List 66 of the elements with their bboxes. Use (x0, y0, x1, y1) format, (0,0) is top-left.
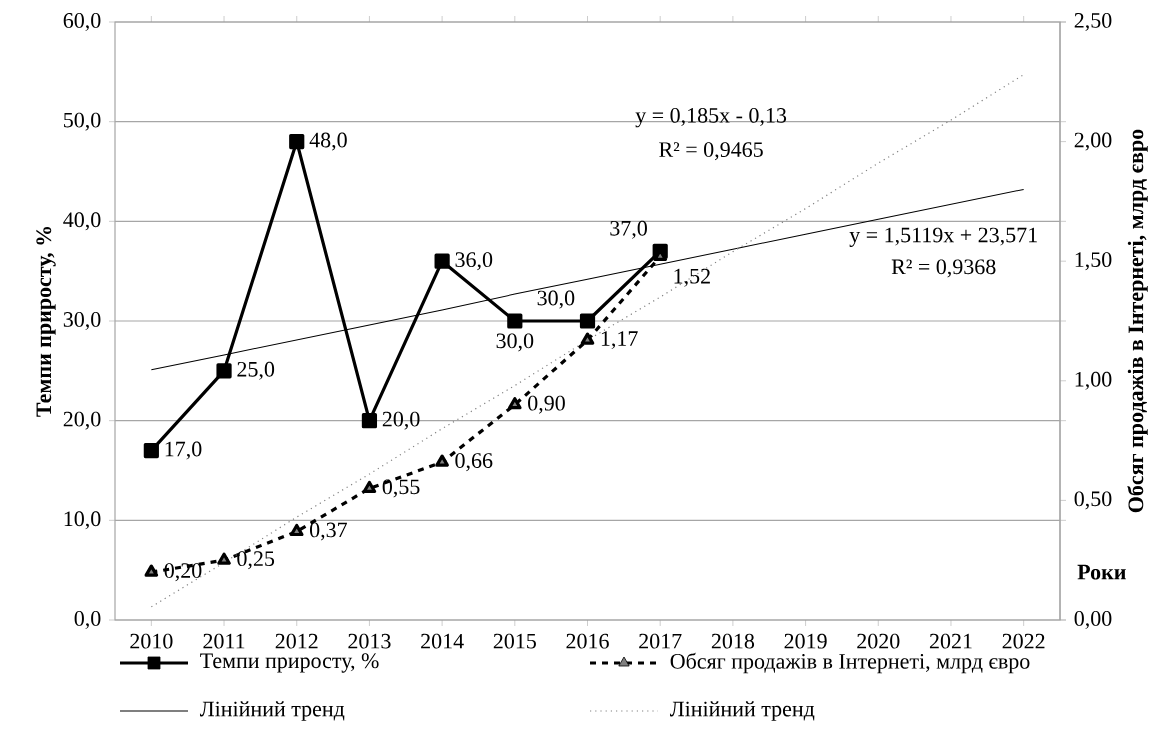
point (508, 397, 522, 410)
x-tick-label: 2016 (566, 633, 609, 649)
data-label: 30,0 (496, 333, 534, 352)
point (580, 332, 595, 345)
data-label: 0,66 (455, 453, 493, 472)
x-tick-label: 2018 (711, 633, 755, 649)
y2-tick-label: 0,00 (1074, 611, 1112, 630)
y2-axis-title: Обсяг продажів в Інтернеті, млрд євро (1127, 129, 1148, 513)
y-tick-label: 60,0 (63, 13, 101, 32)
data-label: 48,0 (309, 132, 347, 151)
data-label: 1,17 (601, 331, 638, 350)
y2-tick-label: 1,50 (1075, 252, 1112, 271)
x-tick-label: 2012 (275, 633, 318, 649)
y2-tick-label: 0,50 (1074, 491, 1112, 510)
data-label: 37,0 (610, 220, 647, 239)
y-tick-label: 30,0 (63, 312, 101, 331)
x-tick-label: 2022 (1002, 633, 1045, 649)
x-tick-label: 2017 (639, 633, 682, 649)
point (434, 253, 450, 269)
point (435, 454, 449, 467)
point (217, 552, 231, 565)
data-label: 36,0 (455, 252, 493, 271)
x-tick-label: 2010 (130, 633, 173, 649)
x-axis-title: Роки (1077, 564, 1126, 580)
point (289, 134, 305, 150)
data-label: 1,52 (674, 268, 710, 287)
data-label: 25,0 (237, 361, 275, 380)
y-tick-label: 0,0 (74, 611, 101, 630)
x-tick-label: 2019 (784, 633, 827, 649)
x-tick-label: 2021 (929, 633, 972, 649)
annotation: y = 1,5119x + 23,571 (849, 227, 1037, 247)
y2-tick-label: 2,00 (1074, 132, 1112, 151)
y-axis-title: Темпи приросту, % (36, 226, 56, 417)
point (361, 413, 378, 429)
y-tick-label: 50,0 (64, 112, 101, 131)
point (579, 313, 596, 329)
data-label: 0,25 (237, 551, 275, 570)
legend-label: Темпи приросту, % (200, 653, 379, 673)
data-label: 30,0 (537, 290, 575, 309)
y-tick-label: 20,0 (63, 411, 101, 430)
point (216, 363, 232, 379)
y2-tick-label: 1,00 (1075, 371, 1112, 390)
x-tick-label: 2011 (203, 633, 245, 649)
data-label: 20,0 (382, 411, 420, 430)
annotation: y = 0,185x - 0,13 (635, 108, 787, 128)
data-label: 0,37 (309, 522, 347, 541)
data-label: 17,0 (165, 441, 202, 460)
point (289, 523, 304, 537)
x-tick-label: 2013 (348, 633, 391, 649)
y-tick-label: 10,0 (64, 511, 101, 530)
data-label: 0,90 (528, 395, 565, 414)
point (507, 313, 523, 329)
legend-label: Лінійний тренд (199, 701, 345, 721)
legend-label: Лінійний тренд (669, 701, 815, 721)
legend-label: Обсяг продажів в Інтернеті, млрд євро (670, 652, 1030, 674)
point (144, 564, 159, 577)
annotation: R² = 0,9465 (659, 142, 763, 161)
x-tick-label: 2020 (857, 633, 900, 649)
point (143, 442, 159, 459)
y2-tick-label: 2,50 (1074, 13, 1112, 32)
point (362, 480, 377, 494)
x-tick-label: 2015 (493, 633, 536, 649)
y-tick-label: 40,0 (63, 212, 101, 231)
annotation: R² = 0,9368 (891, 259, 996, 278)
data-label: 0,55 (382, 479, 420, 498)
x-tick-label: 2014 (421, 633, 464, 649)
